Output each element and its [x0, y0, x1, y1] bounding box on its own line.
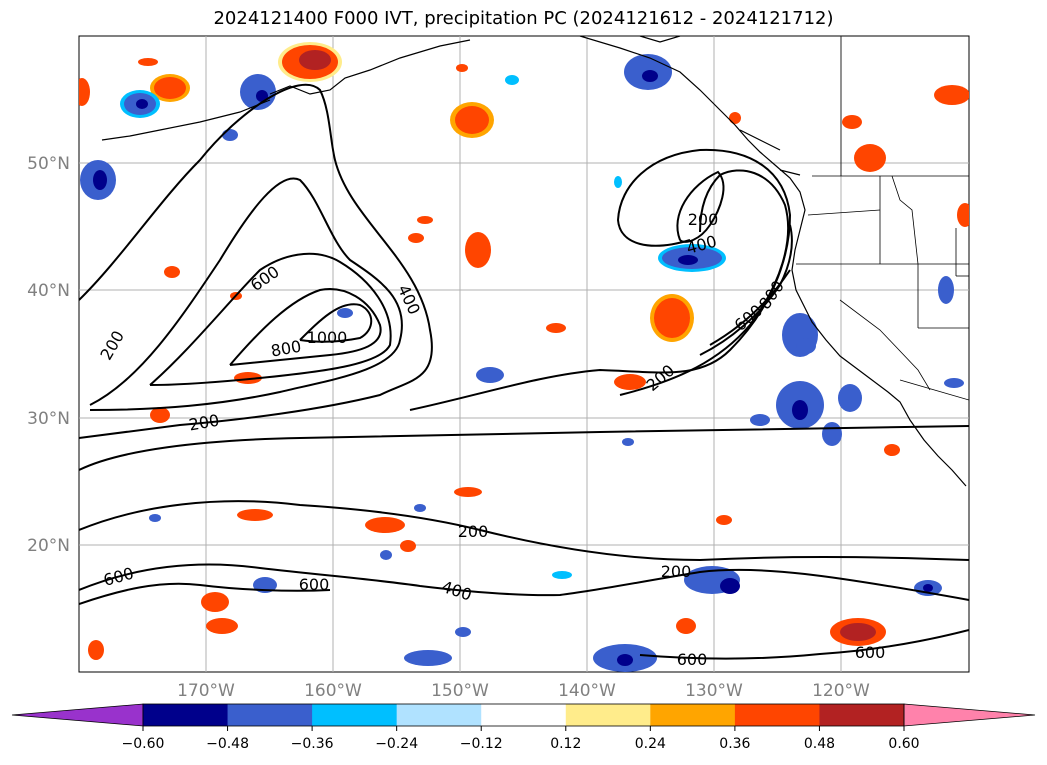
- lat-label-20: 20°N: [27, 536, 70, 556]
- colorbar-tick-label: 0.48: [804, 736, 835, 752]
- contour-label-200-e: 200: [458, 522, 489, 541]
- longitude-labels: 170°W 160°W 150°W 140°W 130°W 120°W: [177, 681, 870, 701]
- colorbar-segments: [143, 704, 905, 726]
- colorbar-segment: [819, 704, 905, 726]
- precipitation-blobs: [79, 42, 969, 672]
- contour-label-200-f: 200: [661, 562, 692, 581]
- contour-label-600-e: 600: [677, 650, 708, 669]
- latitude-labels: 50°N 40°N 30°N 20°N: [27, 154, 70, 556]
- map-title: 2024121400 F000 IVT, precipitation PC (2…: [213, 8, 834, 29]
- colorbar-tick-label: −0.60: [122, 736, 165, 752]
- colorbar-tick-label: 0.12: [550, 736, 581, 752]
- colorbar-extend-high: [903, 703, 1036, 727]
- colorbar-tick-label: 0.36: [719, 736, 750, 752]
- colorbar-tick-label: 0.24: [635, 736, 666, 752]
- political-borders: [796, 36, 969, 401]
- ivt-contours: [79, 83, 969, 660]
- contour-label-1000: 1000: [307, 328, 348, 347]
- colorbar-outline: [142, 703, 905, 727]
- lon-label-160w: 160°W: [304, 681, 362, 701]
- colorbar-extend-low: [11, 703, 144, 727]
- lat-label-30: 30°N: [27, 409, 70, 429]
- colorbar-tick-label: −0.24: [375, 736, 418, 752]
- colorbar-segment: [396, 704, 482, 726]
- colorbar-segment: [143, 704, 229, 726]
- colorbar: −0.60 −0.48 −0.36 −0.24 −0.12 0.12 0.24 0.36 0.4…: [11, 703, 1036, 752]
- lon-label-140w: 140°W: [558, 681, 616, 701]
- lat-label-40: 40°N: [27, 281, 70, 301]
- colorbar-segment: [312, 704, 398, 726]
- colorbar-segment: [227, 704, 313, 726]
- contour-label-200-c: 200: [688, 210, 719, 229]
- gridlines: [79, 36, 969, 672]
- lon-label-170w: 170°W: [177, 681, 235, 701]
- coastlines: [101, 36, 967, 487]
- colorbar-tick-label: −0.12: [460, 736, 503, 752]
- contour-label-600-f: 600: [855, 643, 886, 662]
- map-frame: [78, 35, 970, 673]
- lon-label-150w: 150°W: [431, 681, 489, 701]
- colorbar-ticks: −0.60 −0.48 −0.36 −0.24 −0.12 0.12 0.24 0.36 0.4…: [122, 726, 920, 752]
- colorbar-tick-label: −0.36: [291, 736, 334, 752]
- map-content: [79, 36, 969, 672]
- colorbar-segment: [734, 704, 820, 726]
- lon-label-120w: 120°W: [812, 681, 870, 701]
- colorbar-segment: [481, 704, 567, 726]
- lat-label-50: 50°N: [27, 154, 70, 174]
- colorbar-segment: [650, 704, 736, 726]
- colorbar-tick-label: −0.48: [206, 736, 249, 752]
- colorbar-tick-label: 0.60: [888, 736, 919, 752]
- lon-label-130w: 130°W: [685, 681, 743, 701]
- contour-label-600-d: 600: [299, 575, 330, 594]
- colorbar-segment: [565, 704, 651, 726]
